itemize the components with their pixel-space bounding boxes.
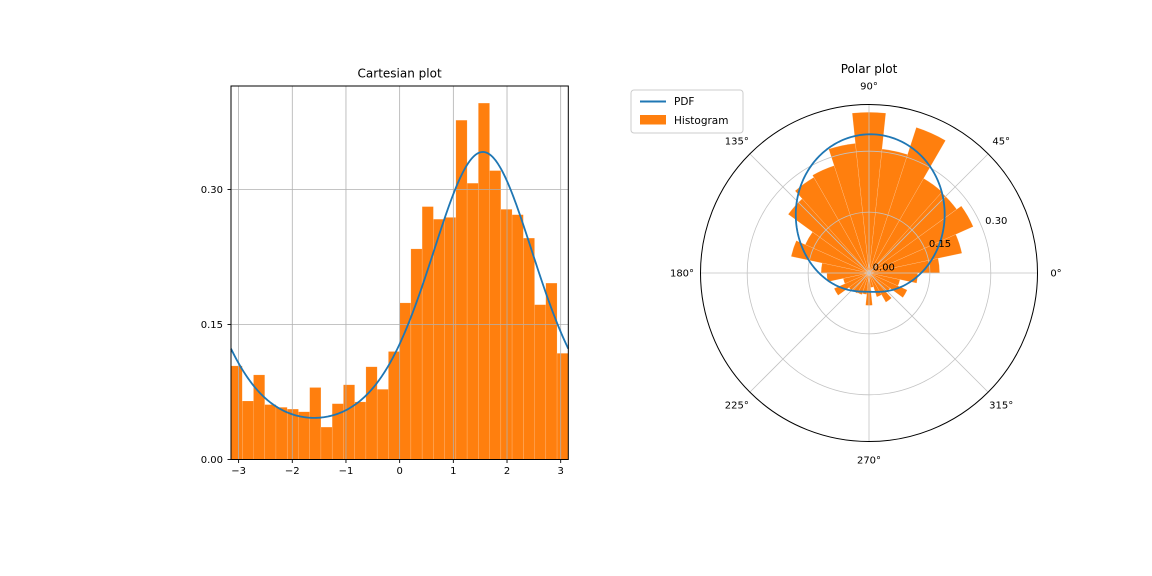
r-tick-label: 0.30 xyxy=(985,216,1007,227)
histogram-bar xyxy=(489,170,502,460)
histogram-bar xyxy=(455,119,468,460)
polar-plot: 0° 45° 90° 135° 180° 225° 270° 315° 0.00 0.15 0.3… xyxy=(670,62,1062,467)
polar-histogram-wedge xyxy=(787,198,870,274)
cartesian-pdf-line xyxy=(230,151,570,419)
polar-histogram-wedges xyxy=(787,111,974,306)
cartesian-title: Cartesian plot xyxy=(358,67,442,81)
polar-histogram-wedge xyxy=(868,205,974,274)
histogram-bar xyxy=(500,209,513,460)
histogram-bar xyxy=(309,387,322,460)
histogram-bar xyxy=(264,404,277,460)
legend-histogram-label: Histogram xyxy=(674,115,728,127)
theta-tick-label: 90° xyxy=(860,82,878,93)
polar-angle-tick-labels: 0° 45° 90° 135° 180° 225° 270° 315° xyxy=(670,82,1062,467)
theta-tick-label: 225° xyxy=(725,401,749,412)
x-tick-label: −2 xyxy=(285,466,300,477)
x-tick-label: 1 xyxy=(450,466,456,477)
x-tick-label: 3 xyxy=(558,466,564,477)
polar-histogram-wedge xyxy=(868,148,908,274)
theta-tick-label: 0° xyxy=(1050,269,1061,280)
cartesian-histogram-bars xyxy=(230,102,569,460)
cartesian-y-axis-ticks: 0.00 0.15 0.30 xyxy=(201,185,231,466)
polar-histogram-wedge xyxy=(833,272,870,296)
theta-gridline-spoke xyxy=(868,153,989,274)
histogram-bar xyxy=(534,304,547,460)
polar-radius-tick-labels: 0.00 0.15 0.30 xyxy=(873,216,1008,274)
cartesian-plot: −3 −2 −1 0 1 2 3 0.00 0.15 0.30 Cartesian plot xyxy=(201,67,570,477)
x-tick-label: −3 xyxy=(231,466,246,477)
legend-histogram-patch-sample xyxy=(640,115,666,125)
theta-tick-label: 135° xyxy=(725,136,749,147)
polar-histogram-wedge xyxy=(842,272,870,285)
x-tick-label: −1 xyxy=(339,466,354,477)
theta-tick-label: 270° xyxy=(857,456,881,467)
histogram-bar xyxy=(466,182,479,460)
histogram-bar xyxy=(320,426,333,460)
x-tick-label: 0 xyxy=(396,466,402,477)
polar-histogram-wedge xyxy=(857,272,870,295)
histogram-bar xyxy=(343,384,355,460)
legend-pdf-label: PDF xyxy=(674,96,694,108)
theta-tick-label: 315° xyxy=(989,401,1013,412)
cartesian-x-axis-ticks: −3 −2 −1 0 1 2 3 xyxy=(231,459,564,477)
theta-gridline-spoke xyxy=(868,272,989,393)
histogram-bar xyxy=(230,365,243,460)
histogram-bar xyxy=(376,389,389,460)
histogram-bar xyxy=(410,248,423,460)
polar-histogram-wedge xyxy=(868,272,908,298)
histogram-bar xyxy=(478,102,490,460)
histogram-bar xyxy=(354,401,367,460)
polar-histogram-wedge xyxy=(868,272,892,303)
y-tick-label: 0.30 xyxy=(201,185,223,196)
histogram-bar xyxy=(241,400,254,460)
r-tick-label: 0.15 xyxy=(929,239,951,250)
histogram-bar xyxy=(388,351,400,460)
polar-histogram-wedge xyxy=(790,240,870,274)
histogram-bar xyxy=(523,237,535,460)
theta-gridline-spoke xyxy=(749,153,870,274)
histogram-bar xyxy=(433,218,445,460)
histogram-bar xyxy=(275,407,288,460)
theta-gridline-spoke xyxy=(749,272,870,393)
histogram-bar xyxy=(286,408,299,460)
histogram-bar xyxy=(365,366,378,460)
histogram-bar xyxy=(444,217,457,460)
histogram-bar xyxy=(421,206,434,460)
histogram-bar xyxy=(399,302,412,460)
polar-histogram-wedge xyxy=(812,165,870,274)
polar-pdf-line xyxy=(794,133,946,293)
cartesian-gridlines xyxy=(231,86,569,460)
polar-gridlines xyxy=(700,104,1038,442)
polar-histogram-wedge xyxy=(868,127,946,274)
y-tick-label: 0.00 xyxy=(201,455,223,466)
y-tick-label: 0.15 xyxy=(201,320,223,331)
polar-histogram-wedge xyxy=(794,177,870,274)
histogram-bar xyxy=(511,214,524,460)
histogram-bar xyxy=(298,411,310,460)
r-tick-label: 0.00 xyxy=(873,262,895,273)
polar-title: Polar plot xyxy=(841,62,898,76)
polar-axes-outline xyxy=(700,104,1038,442)
theta-tick-label: 45° xyxy=(992,136,1010,147)
histogram-bar xyxy=(556,353,569,460)
legend: PDF Histogram xyxy=(630,89,744,134)
theta-tick-label: 180° xyxy=(670,269,694,280)
x-tick-label: 2 xyxy=(504,466,510,477)
